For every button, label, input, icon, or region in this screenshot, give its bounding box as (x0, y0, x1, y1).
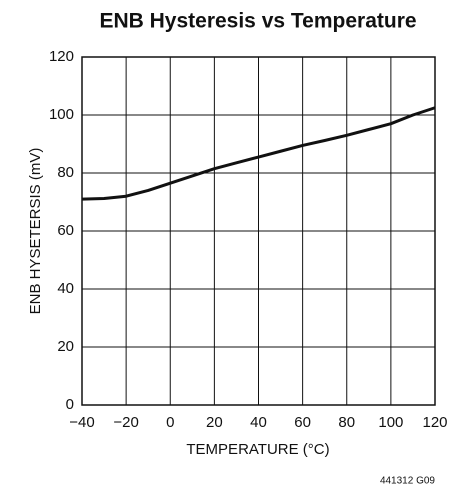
chart-title: ENB Hysteresis vs Temperature (99, 10, 416, 33)
y-tick-label: 60 (57, 222, 74, 239)
x-axis-label: TEMPERATURE (°C) (186, 441, 329, 458)
x-tick-label: 40 (250, 414, 267, 431)
x-tick-label: −20 (113, 414, 138, 431)
data-line (81, 106, 436, 201)
plot-frame (81, 56, 436, 406)
y-tick-label: 120 (49, 48, 74, 65)
x-tick-label: 60 (294, 414, 311, 431)
x-tick-label: 0 (166, 414, 174, 431)
x-tick-label: 100 (378, 414, 403, 431)
y-tick-label: 40 (57, 280, 74, 297)
x-tick-label: 80 (338, 414, 355, 431)
x-tick-label: 120 (422, 414, 447, 431)
y-tick-label: 100 (49, 106, 74, 123)
y-tick-label: 80 (57, 164, 74, 181)
x-tick-label: 20 (206, 414, 223, 431)
figure-note: 441312 G09 (380, 476, 435, 487)
x-tick-label: −40 (69, 414, 94, 431)
y-tick-label: 0 (66, 396, 74, 413)
y-axis-label: ENB HYSETERSIS (mV) (27, 148, 44, 315)
y-tick-label: 20 (57, 338, 74, 355)
